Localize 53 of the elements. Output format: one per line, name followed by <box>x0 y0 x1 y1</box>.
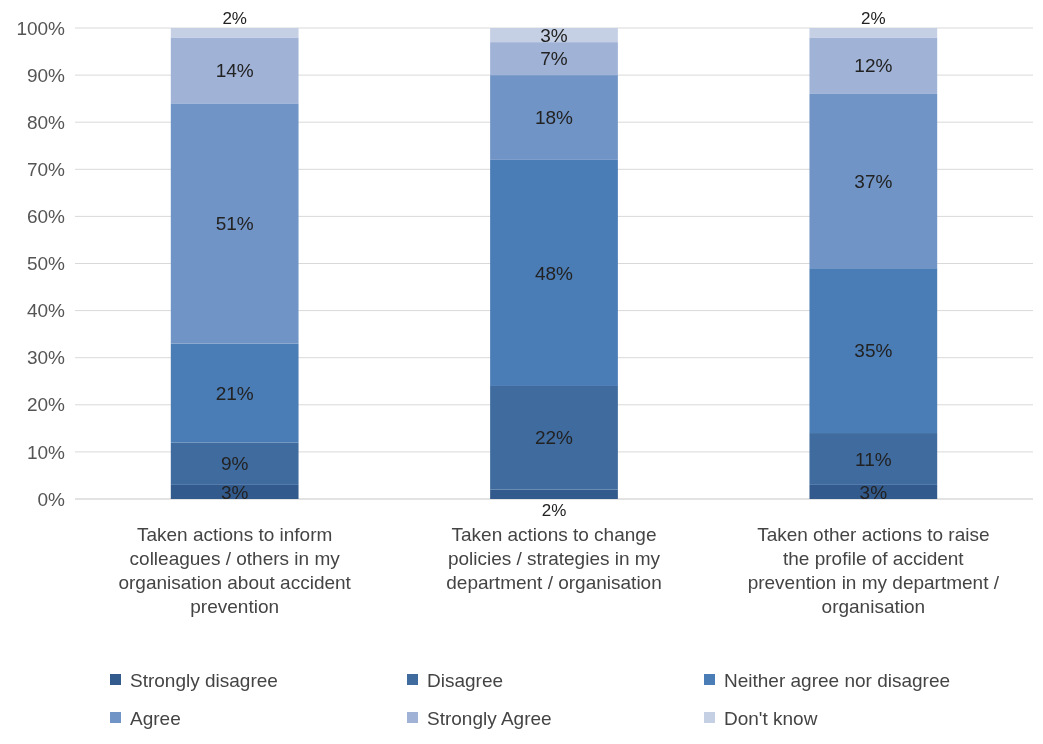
data-label: 3% <box>540 24 568 46</box>
legend-label: Agree <box>130 707 181 729</box>
data-label: 14% <box>215 60 254 82</box>
bar <box>809 268 938 434</box>
bar <box>490 159 618 386</box>
bar <box>490 385 618 490</box>
bar <box>170 103 299 344</box>
data-label: 2% <box>222 9 247 28</box>
data-label: 11% <box>855 448 892 470</box>
bar <box>170 37 299 104</box>
data-label: 18% <box>534 107 574 129</box>
data-label: 2% <box>861 9 886 28</box>
bar <box>809 37 938 94</box>
x-tick-label: Taken actions to change policies / strategies in my department / organisation <box>446 524 662 593</box>
data-label: 12% <box>854 55 893 77</box>
y-tick-label: 20% <box>26 394 66 416</box>
y-tick-label: 90% <box>26 64 66 86</box>
legend-label: Strongly disagree <box>130 669 278 691</box>
data-label: 2% <box>541 501 567 520</box>
data-label: 3% <box>859 481 888 503</box>
bar <box>809 433 938 485</box>
data-label: 48% <box>534 262 574 284</box>
bar <box>809 28 938 38</box>
legend-label: Don't know <box>724 707 818 729</box>
data-label: 37% <box>854 170 893 192</box>
data-label: 22% <box>534 427 574 449</box>
bar <box>490 75 618 160</box>
y-tick-label: 30% <box>26 347 66 369</box>
data-label: 21% <box>215 382 254 404</box>
bar <box>170 28 299 38</box>
bar <box>170 343 299 443</box>
y-tick-label: 0% <box>37 488 66 510</box>
y-tick-label: 100% <box>16 17 66 39</box>
legend-label: Strongly Agree <box>427 707 552 729</box>
y-tick-label: 60% <box>26 206 66 228</box>
bar <box>809 93 938 269</box>
y-tick-label: 10% <box>26 441 66 463</box>
x-tick-label: Taken actions to inform colleagues / others in my organisation about accident prevention <box>118 524 352 617</box>
data-label: 3% <box>220 481 249 503</box>
y-tick-label: 80% <box>26 111 66 133</box>
y-tick-label: 40% <box>26 300 66 322</box>
data-label: 51% <box>215 213 254 235</box>
y-tick-label: 70% <box>26 158 66 180</box>
bar <box>170 442 299 485</box>
x-tick-label: Taken other actions to raise the profile of accident prevention in my department / organisation <box>747 524 1000 617</box>
data-label: 35% <box>854 340 893 362</box>
legend-label: Disagree <box>427 669 504 691</box>
data-label: 9% <box>220 453 249 475</box>
bar <box>490 42 618 76</box>
data-label: 7% <box>540 48 568 70</box>
legend-label: Neither agree nor disagree <box>724 669 951 691</box>
y-tick-label: 50% <box>26 253 66 275</box>
bar <box>490 489 618 499</box>
